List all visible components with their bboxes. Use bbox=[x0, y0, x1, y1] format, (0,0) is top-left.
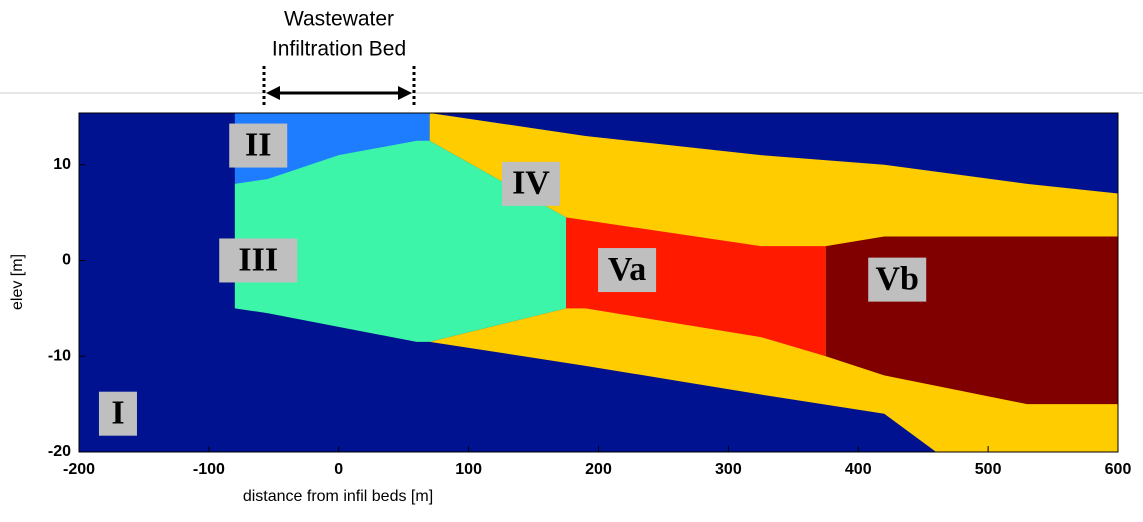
zone-label-box bbox=[598, 248, 657, 293]
zone-label: Va bbox=[608, 251, 646, 288]
zone-label: Vb bbox=[875, 260, 918, 297]
zone-label-box bbox=[98, 391, 137, 436]
zone-label: III bbox=[238, 241, 278, 278]
arrow-head bbox=[266, 86, 280, 100]
zone-label: IV bbox=[512, 165, 550, 202]
zone-label-box bbox=[868, 257, 927, 302]
y-tick-label: 10 bbox=[53, 156, 71, 173]
y-tick-label: 0 bbox=[62, 252, 71, 269]
y-tick-label: -10 bbox=[48, 347, 71, 364]
x-tick-label: 600 bbox=[1105, 461, 1132, 478]
zone bbox=[234, 140, 567, 342]
x-tick-label: 400 bbox=[845, 461, 872, 478]
y-tick-label: -20 bbox=[48, 443, 71, 460]
x-tick-label: 100 bbox=[455, 461, 482, 478]
x-axis-label: distance from infil beds [m] bbox=[243, 488, 433, 505]
zone-label: II bbox=[245, 126, 271, 163]
annotation: Infiltration Bed bbox=[272, 38, 406, 61]
y-axis-label: elev [m] bbox=[9, 254, 26, 310]
x-tick-label: -200 bbox=[63, 461, 95, 478]
zone-label: I bbox=[111, 394, 124, 431]
annotation: Wastewater bbox=[284, 8, 394, 31]
x-tick-label: 300 bbox=[715, 461, 742, 478]
x-tick-label: 0 bbox=[334, 461, 343, 478]
arrow-head bbox=[398, 86, 412, 100]
zone-label-box bbox=[229, 123, 288, 168]
x-tick-label: 200 bbox=[585, 461, 612, 478]
zone-label-box bbox=[219, 238, 298, 283]
zone-label-box bbox=[501, 161, 560, 206]
x-tick-label: 500 bbox=[975, 461, 1002, 478]
x-tick-label: -100 bbox=[193, 461, 225, 478]
